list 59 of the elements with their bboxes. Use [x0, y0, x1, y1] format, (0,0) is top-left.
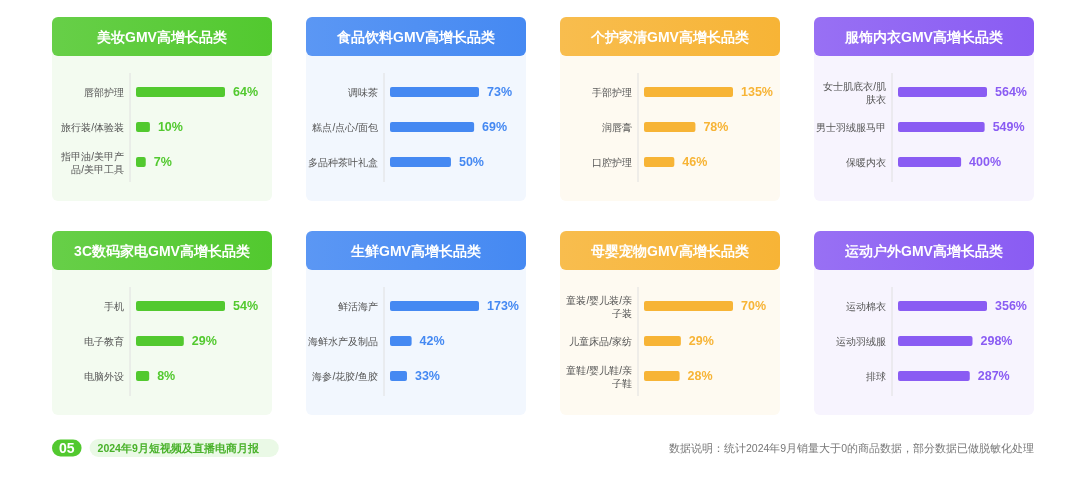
data-label: 42%: [419, 334, 445, 348]
data-label: 549%: [992, 120, 1025, 134]
y-tick-label: 电子教育: [84, 335, 124, 347]
data-label: 287%: [977, 369, 1010, 383]
data-label: 564%: [995, 85, 1027, 99]
data-label: 29%: [191, 334, 217, 348]
y-tick-label: 旅行装/体验装: [61, 121, 124, 133]
chart-title: 美妆GMV高增长品类: [96, 29, 227, 45]
y-tick-label: 手机: [104, 300, 124, 312]
y-tick-label: 保暖内衣: [846, 156, 886, 168]
text: 05: [59, 440, 75, 456]
data-label: 73%: [487, 85, 513, 99]
data-label: 356%: [995, 299, 1027, 313]
y-tick-label: 童装/婴儿装/亲子装: [566, 294, 632, 318]
y-tick-label: 海鲜水产及制品: [308, 335, 378, 347]
data-label: 46%: [682, 155, 708, 169]
y-tick-label: 手部护理: [592, 86, 632, 98]
data-label: 135%: [741, 85, 773, 99]
y-tick-label: 女士肌底衣/肌肤衣: [823, 80, 886, 104]
data-label: 33%: [414, 369, 441, 383]
data-label: 173%: [487, 299, 519, 313]
y-tick-label: 润唇膏: [602, 121, 632, 133]
chart-title: 服饰内衣GMV高增长品类: [844, 29, 1003, 45]
y-tick-label: 童鞋/婴儿鞋/亲子鞋: [566, 364, 632, 388]
chart-title: 个护家清GMV高增长品类: [590, 29, 749, 45]
data-label: 29%: [688, 334, 714, 348]
data-label: 54%: [233, 299, 259, 313]
y-tick-label: 运动羽绒服: [836, 335, 886, 347]
chart-title: 运动户外GMV高增长品类: [844, 243, 1003, 259]
data-label: 8%: [157, 369, 176, 383]
data-label: 70%: [741, 299, 767, 313]
y-tick-label: 排球: [866, 370, 886, 382]
y-tick-label: 糕点/点心/面包: [312, 121, 378, 133]
chart-title: 3C数码家电GMV高增长品类: [74, 243, 250, 259]
data-label: 78%: [703, 120, 729, 134]
y-tick-label: 男士羽绒服马甲: [816, 121, 886, 133]
data-label: 69%: [482, 120, 508, 134]
data-label: 28%: [687, 369, 713, 383]
y-tick-label: 指甲油/美甲产品/美甲工具: [60, 150, 124, 174]
data-label: 50%: [458, 155, 484, 169]
data-label: 400%: [969, 155, 1002, 169]
data-label: 64%: [233, 85, 259, 99]
chart-title: 母婴宠物GMV高增长品类: [590, 243, 749, 259]
data-label: 298%: [980, 334, 1013, 348]
text: 数据说明：统计2024年9月销量大于0的商品数据，部分数据已做脱敏化处理: [668, 442, 1034, 454]
y-tick-label: 海参/花胶/鱼胶: [312, 370, 378, 382]
y-tick-label: 唇部护理: [84, 86, 124, 98]
y-tick-label: 调味茶: [348, 86, 378, 98]
y-tick-label: 运动棉衣: [846, 300, 886, 312]
y-tick-label: 电脑外设: [84, 370, 124, 382]
data-label: 10%: [157, 120, 183, 134]
chart-title: 生鲜GMV高增长品类: [350, 243, 481, 259]
text: 2024年9月短视频及直播电商月报: [97, 442, 260, 454]
y-tick-label: 口腔护理: [592, 156, 632, 168]
data-label: 7%: [153, 155, 172, 169]
y-tick-label: 多品种茶叶礼盒: [308, 156, 378, 168]
y-tick-label: 儿童床品/家纺: [569, 335, 632, 347]
chart-title: 食品饮料GMV高增长品类: [336, 29, 495, 45]
y-tick-label: 鲜活海产: [338, 300, 378, 312]
